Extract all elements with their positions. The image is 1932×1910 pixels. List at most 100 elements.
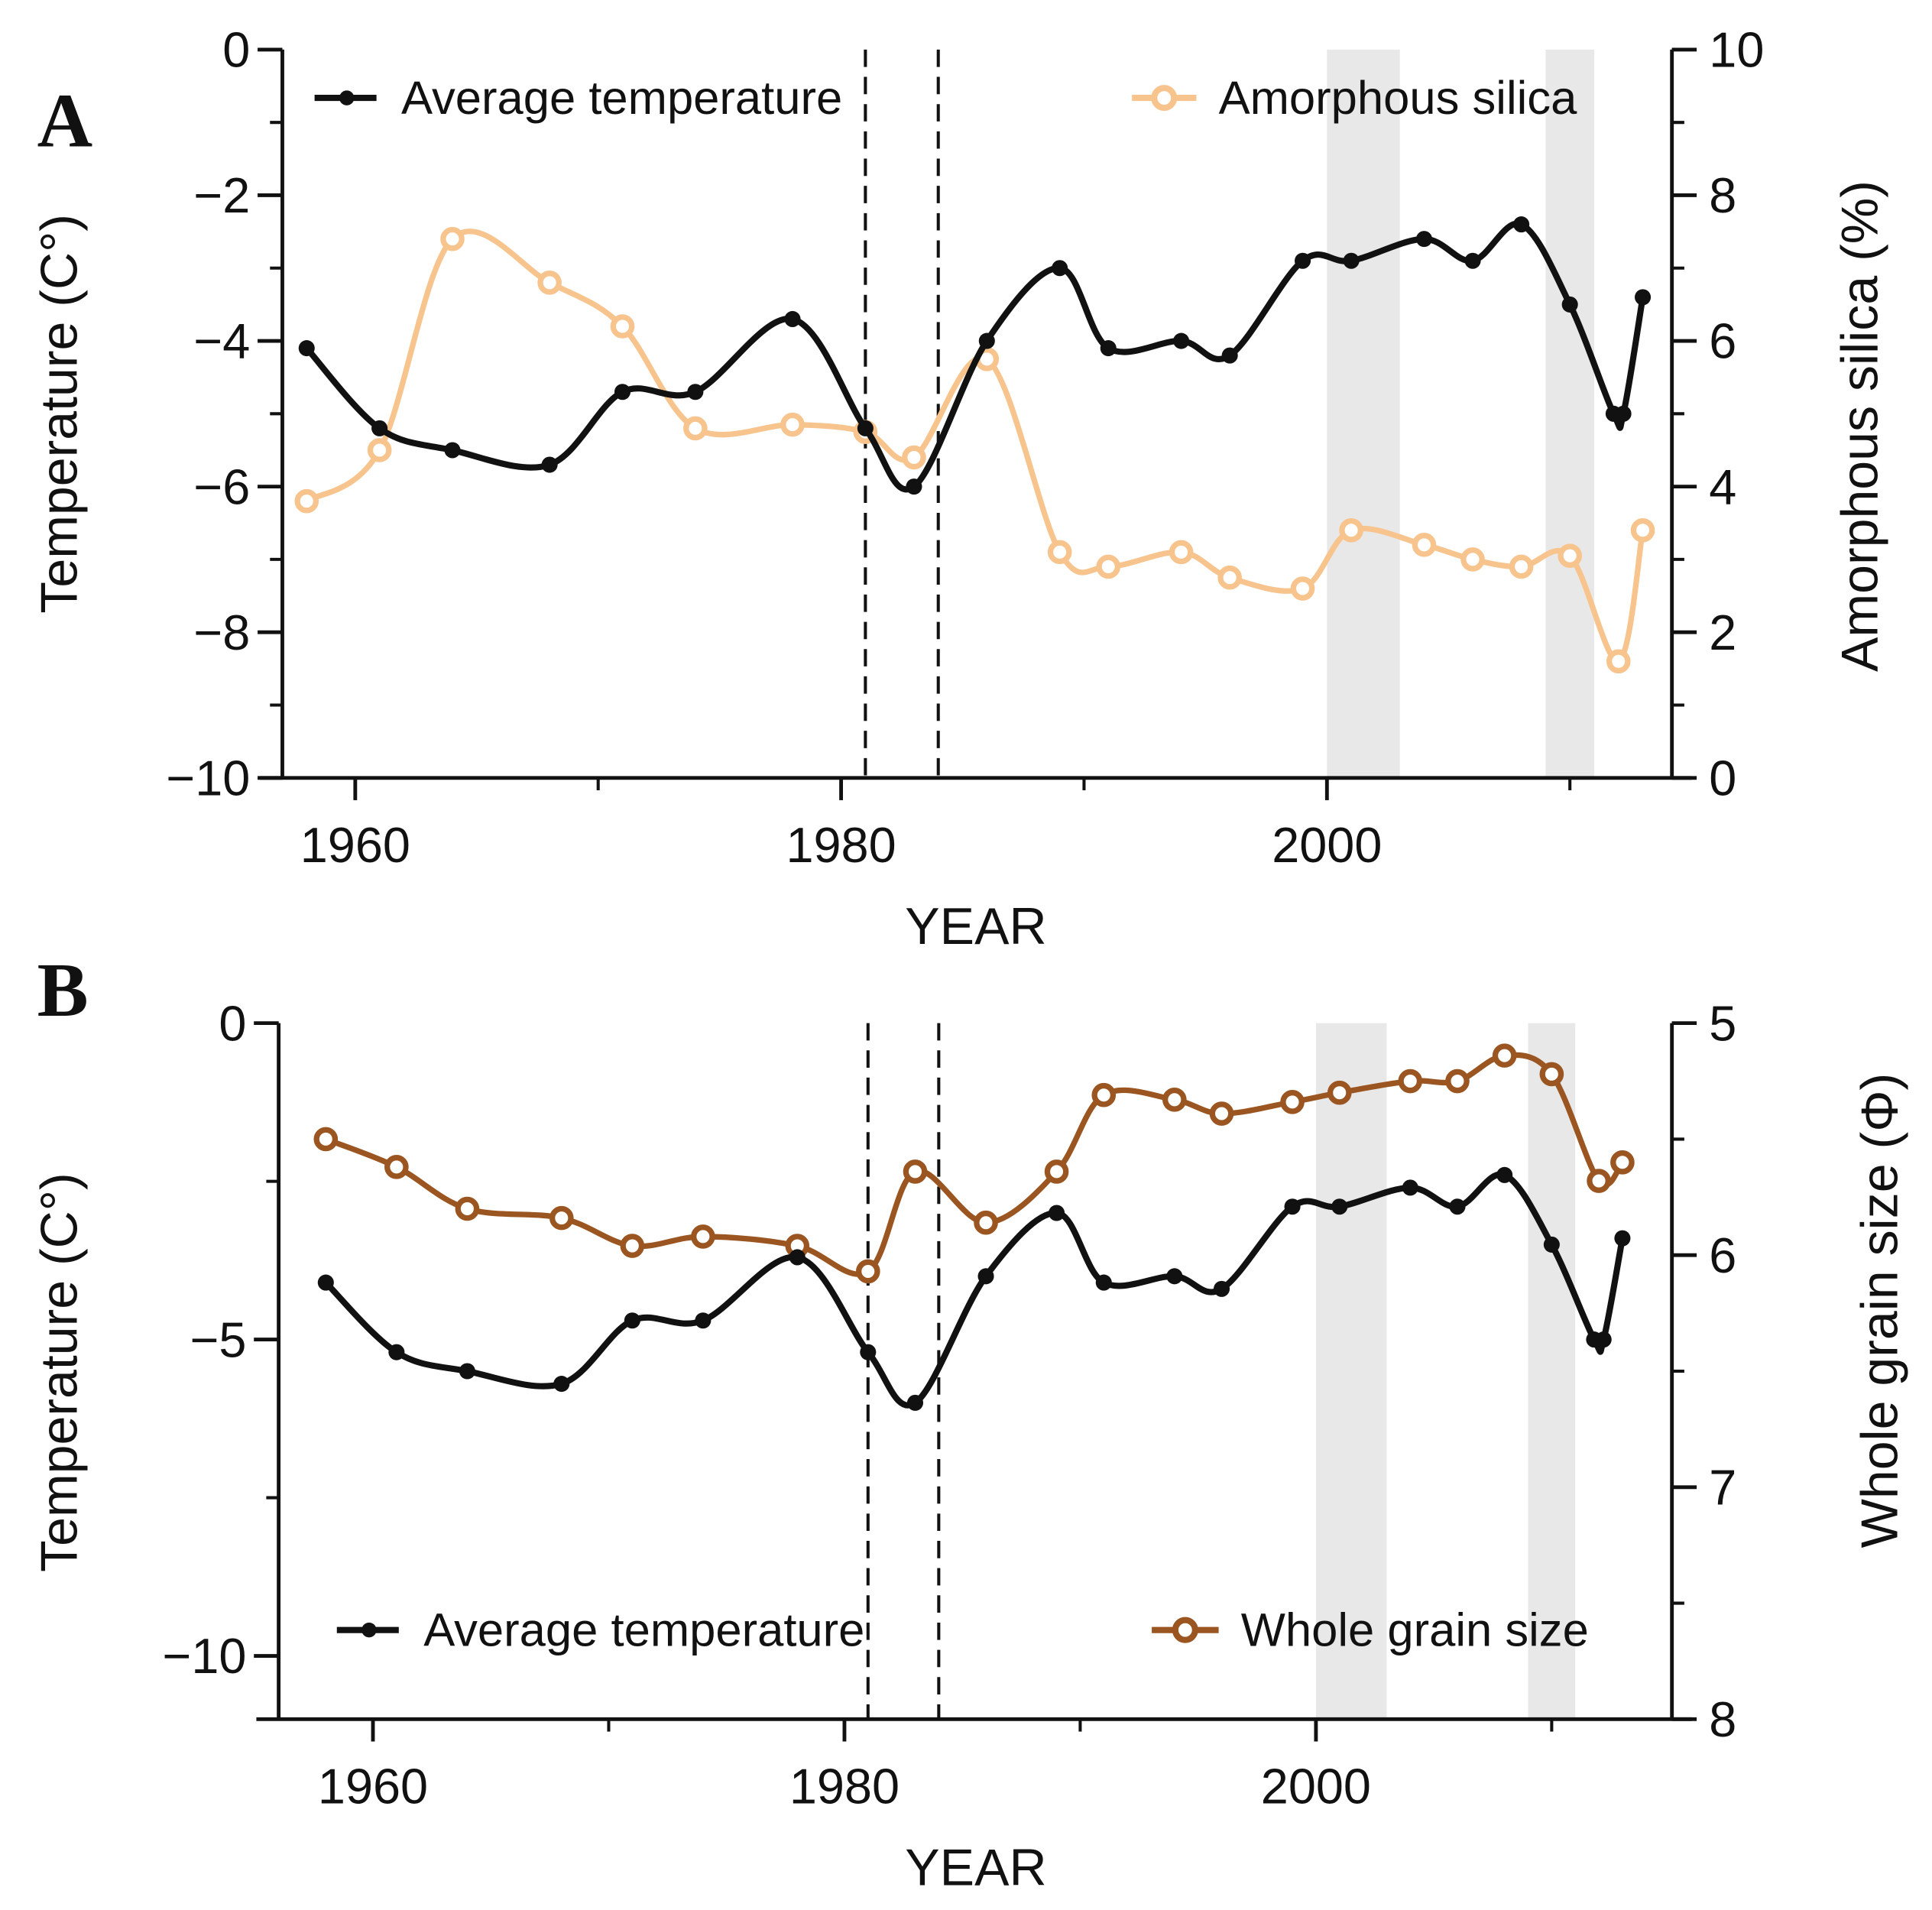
data-point-average-temperature: [317, 1274, 334, 1291]
axes: 0 −5 −10 5 6 7 8 1960 1980 2000: [163, 995, 1737, 1814]
series-line-average-temperature: [304, 220, 1646, 493]
data-point-whole-grain-size: [1539, 1062, 1564, 1087]
data-point-average-temperature: [1331, 1198, 1348, 1215]
y-tick-label: −2: [193, 167, 250, 223]
data-point-average-temperature: [1513, 216, 1530, 233]
data-point-average-temperature: [1635, 289, 1652, 306]
x-tick-label: 1980: [786, 817, 896, 873]
shaded-period: [1528, 1023, 1576, 1720]
data-point-amorphous-silica: [1339, 517, 1363, 543]
data-point-average-temperature: [1166, 1268, 1183, 1285]
data-point-whole-grain-size: [1162, 1088, 1187, 1112]
panel-a: A 0 −2 −4 −6 −8 −10 10 8 6 4 2 0 1960 1980 2000 YEAR T…: [30, 22, 1888, 955]
data-point-average-temperature: [388, 1344, 405, 1360]
data-point-average-temperature: [1615, 405, 1632, 422]
legend-label-temperature: Average temperature: [401, 72, 842, 125]
data-point-average-temperature: [1052, 260, 1068, 277]
legend-label-grain-size: Whole grain size: [1241, 1604, 1589, 1657]
shaded-period: [1545, 49, 1594, 778]
y-tick-label: 0: [222, 22, 250, 78]
data-point-amorphous-silica: [1169, 540, 1194, 565]
data-point-whole-grain-size: [1044, 1159, 1069, 1184]
data-point-average-temperature: [977, 1268, 994, 1285]
y-tick-label: −10: [166, 750, 250, 806]
data-point-average-temperature: [1543, 1236, 1560, 1253]
data-point-whole-grain-size: [1445, 1068, 1470, 1094]
legend: Average temperature Whole grain size: [336, 1604, 1589, 1657]
dashed-lines: [864, 49, 940, 778]
data-point-amorphous-silica: [610, 314, 635, 339]
data-point-whole-grain-size: [974, 1210, 998, 1235]
data-point-average-temperature: [857, 420, 874, 436]
y-tick-label: −5: [190, 1312, 247, 1367]
y-tick-label: −6: [193, 459, 250, 514]
data-point-amorphous-silica: [1290, 576, 1315, 601]
legend: Average temperature Amorphous silica: [314, 72, 1577, 125]
data-point-average-temperature: [614, 384, 631, 400]
data-point-whole-grain-size: [1327, 1080, 1352, 1105]
data-point-average-temperature: [860, 1344, 877, 1360]
data-point-amorphous-silica: [1217, 565, 1242, 590]
panel-b: B 0 −5 −10 5 6 7 8 1960 1980 2000 YEAR Temperatur…: [30, 947, 1908, 1897]
data-point-average-temperature: [1464, 252, 1481, 269]
data-point-average-temperature: [444, 442, 461, 459]
data-point-whole-grain-size: [1587, 1169, 1611, 1193]
data-point-whole-grain-size: [620, 1234, 645, 1258]
data-point-whole-grain-size: [313, 1127, 339, 1152]
legend-marker-temperature: [361, 1622, 377, 1638]
data-point-whole-grain-size: [1492, 1043, 1517, 1068]
data-point-average-temperature: [1449, 1198, 1466, 1215]
series-group: [294, 216, 1655, 674]
y-tick-label: −8: [193, 605, 250, 660]
axes: 0 −2 −4 −6 −8 −10 10 8 6 4 2 0 1960 1980 2000: [166, 22, 1764, 873]
y2-tick-label: 8: [1709, 167, 1736, 223]
x-tick-label: 1980: [789, 1759, 900, 1814]
data-point-average-temperature: [906, 478, 922, 495]
shaded-period: [1315, 1023, 1387, 1720]
y-tick-label: 0: [219, 995, 246, 1051]
data-point-average-temperature: [553, 1376, 570, 1393]
series-line-whole-grain-size: [324, 1052, 1625, 1277]
data-point-amorphous-silica: [367, 438, 392, 462]
shaded-periods: [1327, 49, 1594, 778]
data-point-whole-grain-size: [384, 1155, 409, 1179]
x-axis-label: YEAR: [905, 897, 1046, 955]
data-point-average-temperature: [687, 384, 704, 400]
y2-tick-label: 2: [1709, 605, 1736, 660]
series-line-amorphous-silica: [305, 229, 1646, 664]
y2-tick-label: 7: [1709, 1459, 1736, 1515]
data-point-whole-grain-size: [1610, 1150, 1635, 1175]
data-point-amorphous-silica: [902, 445, 926, 470]
data-point-whole-grain-size: [1209, 1101, 1234, 1126]
data-point-average-temperature: [1173, 332, 1190, 349]
y2-tick-label: 5: [1709, 995, 1736, 1051]
data-point-average-temperature: [541, 456, 558, 473]
legend-marker-temperature: [339, 90, 355, 105]
data-point-whole-grain-size: [1398, 1068, 1423, 1094]
y2-tick-label: 6: [1709, 313, 1736, 369]
data-point-whole-grain-size: [855, 1259, 880, 1284]
data-point-amorphous-silica: [1047, 540, 1072, 565]
data-point-amorphous-silica: [1412, 533, 1437, 557]
x-tick-label: 1960: [300, 817, 410, 873]
y-tick-label: −10: [163, 1628, 247, 1684]
data-point-average-temperature: [1343, 252, 1360, 269]
data-point-average-temperature: [1213, 1280, 1230, 1297]
data-point-average-temperature: [459, 1363, 475, 1380]
x-axis-label: YEAR: [905, 1839, 1046, 1897]
data-point-whole-grain-size: [455, 1196, 480, 1221]
data-point-average-temperature: [1561, 296, 1578, 313]
data-point-average-temperature: [1614, 1230, 1631, 1247]
data-point-average-temperature: [1221, 347, 1238, 364]
y2-tick-label: 10: [1709, 22, 1764, 78]
data-point-average-temperature: [298, 340, 315, 357]
data-point-average-temperature: [1100, 340, 1117, 357]
shaded-periods: [1315, 1023, 1576, 1720]
data-point-amorphous-silica: [1630, 517, 1655, 543]
y-axis-label: Temperature (C°): [30, 1172, 88, 1572]
data-point-whole-grain-size: [1280, 1090, 1305, 1114]
data-point-whole-grain-size: [549, 1205, 574, 1231]
y2-axis-label: Whole grain size (Φ): [1851, 1073, 1909, 1548]
series-group: [313, 1043, 1635, 1411]
